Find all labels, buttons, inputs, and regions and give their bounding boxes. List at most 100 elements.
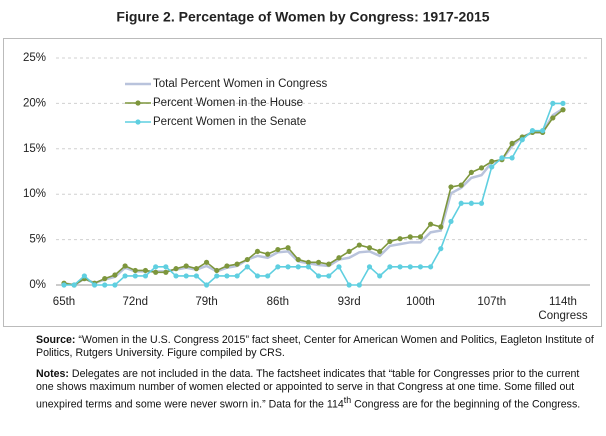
chart: Figure 2. Percentage of Women by Congres… — [3, 9, 602, 327]
point — [366, 245, 373, 251]
notes-label: Notes: — [36, 368, 69, 380]
point — [417, 264, 424, 270]
point — [112, 282, 118, 288]
point — [142, 267, 149, 274]
notes-text: Congress are for the beginning of the Co… — [351, 398, 581, 411]
y-tick-label: 0% — [29, 279, 46, 291]
point — [214, 267, 220, 274]
point — [438, 246, 444, 252]
point — [315, 273, 322, 279]
point — [91, 282, 98, 288]
legend-label: Percent Women in the Senate — [153, 116, 306, 128]
point — [295, 256, 301, 263]
y-tick-label: 15% — [23, 143, 46, 155]
x-axis-label: Congress — [538, 310, 587, 322]
point — [173, 273, 179, 279]
point — [550, 100, 556, 106]
point — [102, 276, 108, 282]
point — [183, 273, 189, 279]
point — [387, 264, 393, 270]
point — [112, 272, 118, 278]
legend-marker — [135, 119, 141, 125]
point — [336, 264, 342, 270]
point — [478, 165, 485, 171]
point — [478, 200, 485, 206]
legend-label: Total Percent Women in Congress — [153, 78, 328, 90]
point — [295, 264, 301, 270]
y-tick-label: 10% — [23, 188, 46, 200]
footer: Source: “Women in the U.S. Congress 2015… — [36, 334, 596, 420]
point — [438, 224, 444, 230]
point — [519, 137, 525, 143]
x-tick-label: 100th — [406, 296, 435, 308]
x-tick-label: 79th — [195, 296, 217, 308]
point — [468, 169, 474, 176]
legend-marker — [135, 100, 141, 106]
point — [285, 264, 291, 270]
point — [468, 200, 474, 206]
point — [224, 263, 230, 269]
point — [397, 236, 403, 242]
point — [285, 245, 291, 251]
point — [275, 264, 281, 270]
chart-title: Figure 2. Percentage of Women by Congres… — [116, 9, 489, 25]
point — [428, 264, 434, 270]
point — [61, 282, 67, 288]
notes-text: Delegates are not included in the data. … — [36, 368, 580, 411]
point — [224, 273, 230, 279]
point — [193, 266, 199, 272]
point — [387, 238, 393, 245]
point — [366, 264, 373, 270]
point — [377, 248, 383, 255]
y-tick-label: 5% — [29, 234, 46, 246]
point — [122, 273, 128, 279]
point — [550, 115, 556, 121]
point — [560, 100, 566, 106]
point — [540, 128, 546, 134]
point — [499, 155, 505, 161]
series-line — [63, 109, 564, 286]
point — [275, 246, 281, 253]
point — [265, 251, 271, 257]
point — [326, 261, 332, 267]
point — [265, 273, 271, 279]
point — [346, 248, 352, 255]
x-tick-label: 72nd — [122, 296, 148, 308]
notes-sup: th — [343, 395, 352, 405]
source-text: “Women in the U.S. Congress 2015” fact s… — [36, 334, 594, 359]
x-tick-label: 93rd — [338, 296, 361, 308]
point — [244, 264, 250, 270]
point — [315, 259, 322, 265]
point — [203, 259, 210, 265]
point — [529, 128, 536, 134]
point — [397, 264, 403, 270]
point — [244, 256, 250, 263]
chart-frame — [3, 38, 602, 327]
point — [183, 263, 189, 269]
y-tick-label: 25% — [23, 52, 46, 64]
point — [489, 164, 495, 170]
point — [234, 261, 240, 267]
point — [153, 264, 159, 270]
point — [203, 282, 210, 288]
notes: Notes: Delegates are not included in the… — [36, 368, 596, 412]
point — [377, 273, 383, 279]
point — [356, 242, 362, 248]
point — [81, 273, 87, 279]
point — [193, 273, 199, 279]
point — [142, 273, 149, 279]
x-tick-label: 107th — [477, 296, 506, 308]
x-tick-label: 65th — [53, 296, 75, 308]
point — [326, 273, 332, 279]
point — [132, 267, 138, 274]
point — [173, 266, 179, 272]
legend-label: Percent Women in the House — [153, 97, 303, 109]
point — [305, 259, 312, 265]
point — [254, 248, 261, 255]
point — [132, 273, 138, 279]
point — [163, 264, 169, 270]
series-line — [63, 107, 564, 287]
y-tick-label: 20% — [23, 97, 46, 109]
point — [356, 282, 362, 288]
